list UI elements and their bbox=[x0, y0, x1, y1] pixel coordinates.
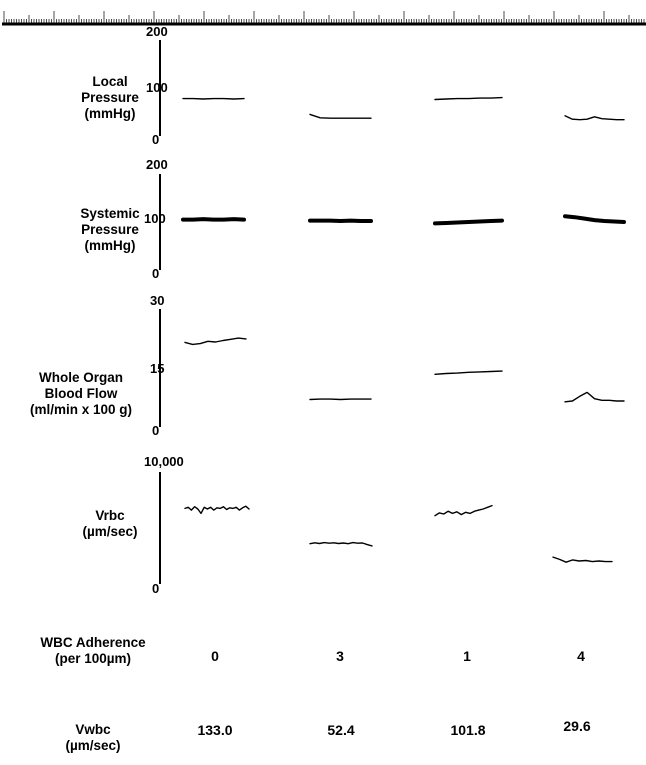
blood-flow-label: Whole Organ Blood Flow (ml/min x 100 g) bbox=[29, 370, 133, 417]
local-trace-col3 bbox=[434, 96, 503, 101]
flow-tick-30: 30 bbox=[150, 293, 165, 308]
vrbc-tick-10000: 10,000 bbox=[144, 454, 184, 469]
wbc-value-col3: 1 bbox=[463, 648, 471, 664]
vrbc-trace-col2 bbox=[309, 541, 373, 547]
wbc-value-col1: 0 bbox=[211, 648, 219, 664]
vrbc-tick-0: 0 bbox=[152, 581, 160, 596]
flow-tick-15: 15 bbox=[150, 361, 165, 376]
systemic-trace-col1 bbox=[181, 217, 246, 222]
vrbc-trace-col4 bbox=[552, 556, 613, 563]
vwbc-value-col2: 52.4 bbox=[327, 722, 355, 738]
vwbc-label: Vwbc (µm/sec) bbox=[65, 722, 121, 753]
systemic-tick-0: 0 bbox=[152, 266, 160, 281]
systemic-trace-col4 bbox=[563, 214, 626, 224]
local-tick-100: 100 bbox=[146, 80, 168, 95]
local-tick-200: 200 bbox=[146, 24, 168, 39]
vrbc-label: Vrbc (µm/sec) bbox=[82, 508, 138, 539]
flow-trace-col1 bbox=[184, 337, 247, 346]
time-ruler bbox=[2, 11, 646, 26]
vrbc-trace-col3 bbox=[434, 504, 493, 517]
systemic-trace-col3 bbox=[433, 218, 504, 226]
flow-trace-col3 bbox=[434, 370, 503, 375]
local-tick-0: 0 bbox=[152, 132, 160, 147]
flow-tick-0: 0 bbox=[152, 423, 160, 438]
wbc-value-col4: 4 bbox=[577, 648, 585, 664]
trace-panels bbox=[159, 40, 626, 584]
local-trace-col4 bbox=[564, 115, 625, 121]
flow-trace-col4 bbox=[564, 391, 625, 403]
local-trace-col2 bbox=[309, 113, 372, 119]
vwbc-value-col1: 133.0 bbox=[197, 722, 233, 738]
local-pressure-label: Local Pressure (mmHg) bbox=[81, 74, 139, 121]
systemic-tick-200: 200 bbox=[146, 157, 168, 172]
wbc-adherence-label: WBC Adherence (per 100µm) bbox=[40, 635, 146, 666]
systemic-pressure-label: Systemic Pressure (mmHg) bbox=[80, 206, 140, 253]
vwbc-value-col3: 101.8 bbox=[450, 722, 486, 738]
vrbc-trace-col1 bbox=[184, 505, 250, 515]
vwbc-value-col4: 29.6 bbox=[563, 718, 591, 734]
wbc-value-col2: 3 bbox=[336, 648, 344, 664]
systemic-tick-100: 100 bbox=[144, 211, 166, 226]
